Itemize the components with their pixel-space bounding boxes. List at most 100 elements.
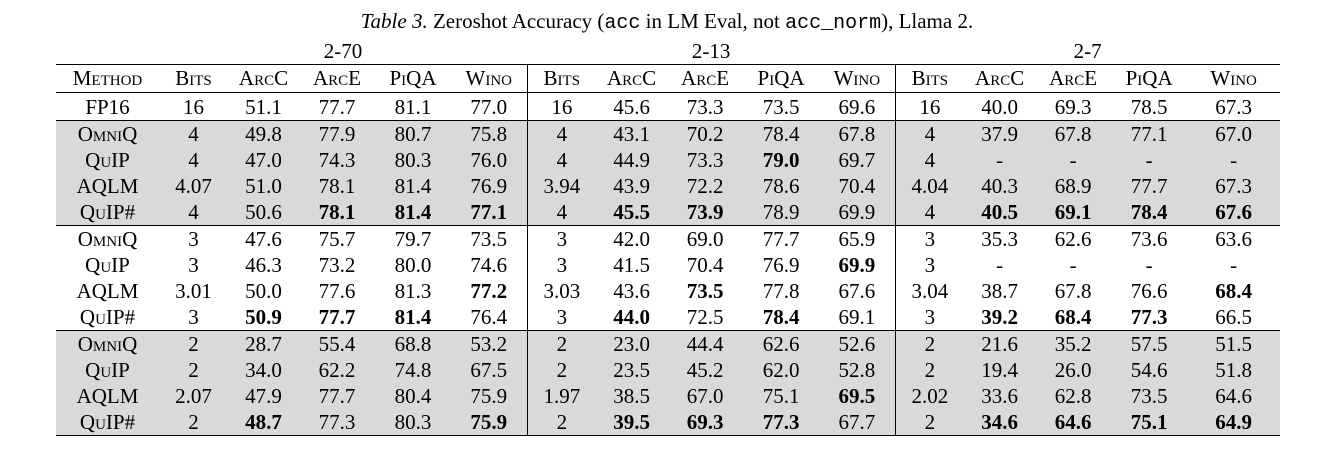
value-cell: 4 — [159, 120, 228, 147]
value-cell: 73.2 — [318, 253, 356, 277]
value-cell: 51.8 — [1187, 357, 1281, 383]
value-cell: 78.1 — [299, 199, 375, 226]
value-cell: 77.7 — [299, 383, 375, 409]
value-cell: 54.6 — [1111, 357, 1188, 383]
value-cell: 41.5 — [613, 253, 650, 277]
value-cell: 75.8 — [451, 120, 528, 147]
value-cell: 62.6 — [1054, 227, 1092, 251]
results-table: 2-70 2-13 2-7 Method Bits ArcC ArcE PiQA Wino… — [56, 38, 1281, 436]
value-cell: 19.4 — [964, 357, 1036, 383]
value-cell: 4 — [526, 120, 597, 147]
value-cell: 34.0 — [228, 357, 299, 383]
value-cell: 39.2 — [964, 304, 1036, 331]
value-cell: 16 — [894, 92, 965, 121]
method-cell: AQLM — [56, 383, 159, 409]
value-cell: 2 — [894, 409, 965, 436]
value-cell: 78.4 — [1111, 199, 1188, 226]
value-cell: 76.4 — [451, 304, 528, 331]
value-cell: 44.9 — [596, 147, 668, 173]
value-cell: 73.5 — [686, 279, 724, 303]
value-cell: 67.8 — [1035, 120, 1112, 147]
value-cell: 2 — [894, 357, 965, 383]
table-caption: Table 3. Zeroshot Accuracy (acc in LM Ev… — [0, 8, 1334, 37]
table-row: OmniQ 4 49.8 77.9 80.7 75.8 4 43.1 70.2 78.4 67.8 4… — [56, 120, 1281, 147]
value-cell: 49.8 — [228, 120, 299, 147]
value-cell: 79.0 — [743, 147, 820, 173]
method-cell: OmniQ — [56, 120, 159, 147]
value-cell: 1.97 — [526, 383, 597, 409]
column-header-piqa: PiQA — [375, 64, 451, 93]
column-header-arcc: ArcC — [228, 64, 299, 93]
value-cell: 74.3 — [299, 147, 375, 173]
value-cell: 76.9 — [451, 173, 528, 199]
value-cell: 35.3 — [981, 227, 1018, 251]
value-cell: 74.8 — [375, 357, 451, 383]
value-cell: 23.0 — [596, 330, 668, 357]
value-cell: 50.6 — [228, 199, 299, 226]
value-cell: 44.4 — [667, 330, 744, 357]
value-cell: 70.4 — [819, 173, 896, 199]
value-cell: 3.01 — [175, 279, 212, 303]
table-row: AQLM 3.01 50.0 77.6 81.3 77.2 3.03 43.6 73.5 77.8… — [56, 278, 1280, 304]
value-cell: 37.9 — [964, 120, 1036, 147]
value-cell: 50.0 — [245, 279, 282, 303]
value-cell: 77.8 — [762, 279, 800, 303]
value-cell: 77.2 — [470, 279, 508, 303]
caption-text-mid: in LM Eval, not — [640, 9, 786, 33]
value-cell: 69.3 — [667, 409, 744, 436]
value-cell: 3.03 — [526, 278, 597, 304]
value-cell: 3 — [159, 304, 228, 331]
value-cell: 3 — [526, 252, 597, 278]
value-cell: 4 — [159, 199, 228, 226]
value-cell: 81.4 — [375, 304, 451, 331]
value-cell: 67.8 — [819, 120, 896, 147]
value-cell: 67.0 — [667, 383, 744, 409]
value-cell: 45.2 — [667, 357, 744, 383]
value-cell: 69.5 — [819, 383, 896, 409]
value-cell: 35.2 — [1035, 330, 1112, 357]
value-cell: 75.9 — [451, 383, 528, 409]
value-cell: - — [1111, 147, 1188, 173]
value-cell: 3 — [894, 304, 965, 331]
value-cell: 48.7 — [228, 409, 299, 436]
value-cell: 46.3 — [245, 253, 282, 277]
value-cell: - — [1145, 253, 1153, 277]
group-header-2-70: 2-70 — [323, 39, 363, 63]
value-cell: 51.0 — [228, 173, 299, 199]
value-cell: 77.0 — [451, 92, 528, 121]
value-cell: 75.1 — [1111, 409, 1188, 436]
value-cell: 2 — [894, 330, 965, 357]
value-cell: 69.0 — [686, 227, 724, 251]
value-cell: 67.5 — [451, 357, 528, 383]
value-cell: 3 — [894, 225, 965, 252]
method-cell: QuIP — [85, 253, 130, 277]
group-spacer — [56, 38, 159, 65]
value-cell: 52.6 — [819, 330, 896, 357]
value-cell: 62.0 — [743, 357, 820, 383]
value-cell: 44.0 — [596, 304, 668, 331]
method-cell: QuIP# — [56, 409, 159, 436]
value-cell: 4.07 — [159, 173, 228, 199]
value-cell: 38.7 — [981, 279, 1018, 303]
column-header-wino: Wino — [819, 64, 896, 93]
value-cell: 70.2 — [667, 120, 744, 147]
value-cell: 77.6 — [318, 279, 356, 303]
value-cell: 34.6 — [964, 409, 1036, 436]
caption-text-post: ), Llama 2. — [881, 9, 974, 33]
value-cell: 2 — [526, 357, 597, 383]
value-cell: 28.7 — [228, 330, 299, 357]
value-cell: 3 — [188, 253, 199, 277]
value-cell: 2 — [159, 357, 228, 383]
value-cell: 43.6 — [613, 279, 650, 303]
value-cell: - — [996, 253, 1004, 277]
value-cell: 77.3 — [743, 409, 820, 436]
method-cell: AQLM — [76, 279, 139, 303]
value-cell: 72.2 — [667, 173, 744, 199]
value-cell: 21.6 — [964, 330, 1036, 357]
value-cell: 75.1 — [743, 383, 820, 409]
column-header-arce: ArcE — [299, 64, 375, 93]
column-header-bits: Bits — [894, 64, 965, 93]
value-cell: 3.94 — [526, 173, 597, 199]
value-cell: 55.4 — [299, 330, 375, 357]
